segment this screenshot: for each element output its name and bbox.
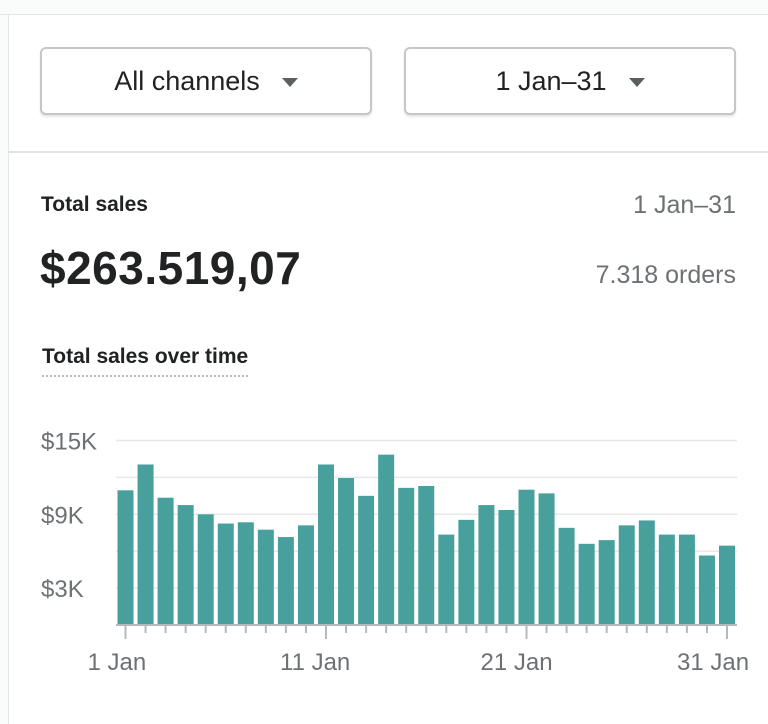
sales-bar[interactable] [197, 514, 214, 625]
sales-bar[interactable] [598, 540, 615, 625]
total-sales-card: Total sales 1 Jan–31 $263.519,07 7.318 o… [9, 153, 768, 724]
sales-bar[interactable] [338, 478, 355, 625]
sales-bar[interactable] [157, 497, 174, 625]
card-title: Total sales [41, 193, 148, 216]
sales-bar[interactable] [177, 505, 194, 625]
x-tick-label: 31 Jan [677, 649, 749, 676]
left-panel-edge [0, 15, 9, 724]
sales-bar-chart: $15K $9K $3K 1 Jan 11 Jan 21 Jan 31 Jan [41, 429, 749, 677]
sales-bar[interactable] [438, 534, 455, 625]
sales-bar[interactable] [558, 527, 575, 625]
sales-bar[interactable] [498, 509, 515, 625]
sales-bar[interactable] [257, 529, 274, 625]
total-sales-value: $263.519,07 [40, 242, 302, 294]
x-tick-label: 1 Jan [88, 649, 147, 676]
sales-bar[interactable] [719, 545, 735, 625]
channel-select-label: All channels [114, 65, 260, 96]
sales-bar[interactable] [458, 519, 475, 625]
sales-bar[interactable] [398, 487, 415, 625]
sales-bar[interactable] [297, 525, 314, 625]
sales-bar[interactable] [678, 534, 695, 625]
y-tick-label: $9K [41, 502, 84, 529]
sales-bar[interactable] [658, 534, 675, 625]
sales-bar[interactable] [277, 537, 294, 625]
x-tick-label: 21 Jan [481, 649, 553, 676]
sales-bar[interactable] [318, 464, 334, 625]
sales-bar[interactable] [378, 454, 395, 625]
x-tick-label: 11 Jan [280, 649, 350, 676]
date-range-select-label: 1 Jan–31 [495, 65, 607, 96]
sales-bar[interactable] [358, 495, 375, 625]
channel-select[interactable]: All channels [40, 47, 372, 115]
card-date-range: 1 Jan–31 [633, 191, 736, 219]
filter-bar: All channels 1 Jan–31 [9, 15, 768, 153]
sales-bar[interactable] [117, 490, 134, 625]
sales-bar[interactable] [478, 505, 495, 625]
sales-bar[interactable] [217, 523, 234, 625]
sales-bar[interactable] [518, 489, 535, 625]
sales-bar[interactable] [418, 486, 435, 625]
top-toolbar-edge [0, 0, 768, 15]
y-tick-label: $3K [41, 576, 84, 603]
sales-bar[interactable] [237, 522, 254, 625]
sales-bar[interactable] [618, 525, 635, 625]
sales-bar[interactable] [137, 464, 154, 625]
y-tick-label: $15K [41, 429, 97, 456]
caret-down-icon [628, 77, 645, 87]
sales-bar[interactable] [698, 555, 715, 625]
caret-down-icon [281, 77, 298, 87]
sales-bar[interactable] [538, 493, 555, 625]
sales-bar[interactable] [578, 543, 595, 625]
date-range-select[interactable]: 1 Jan–31 [404, 47, 736, 115]
chart-title[interactable]: Total sales over time [42, 345, 249, 377]
sales-bar[interactable] [638, 520, 655, 625]
orders-count: 7.318 orders [595, 261, 736, 289]
